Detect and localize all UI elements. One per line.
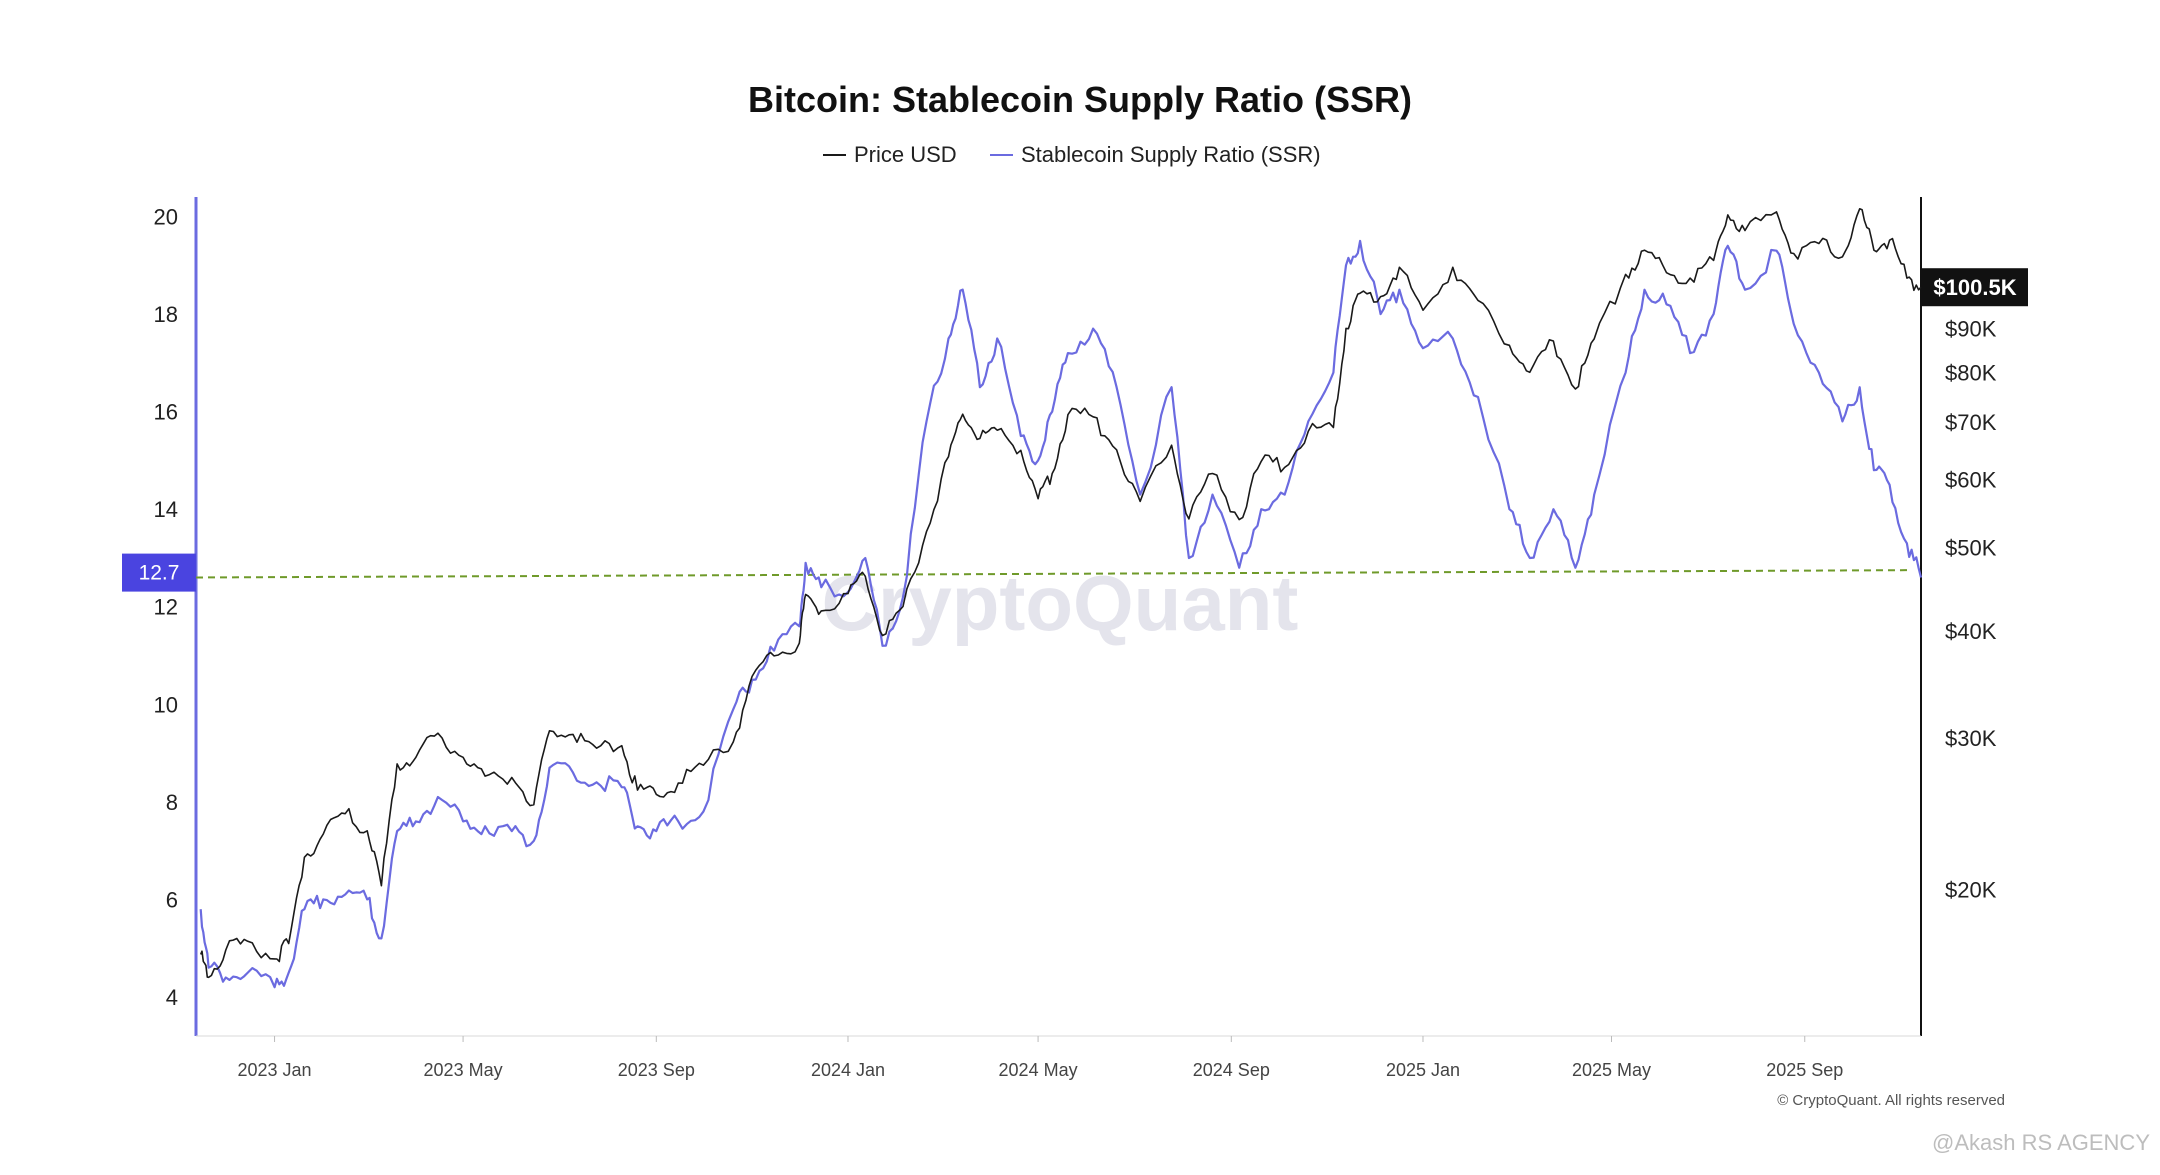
left-tick-label: 6 <box>166 887 178 912</box>
x-tick-label: 2023 Jan <box>238 1060 312 1080</box>
credit-text: @Akash RS AGENCY <box>1932 1130 2150 1155</box>
left-tick-label: 4 <box>166 985 178 1010</box>
chart-title: Bitcoin: Stablecoin Supply Ratio (SSR) <box>748 79 1412 120</box>
price-current-badge: $100.5K <box>1922 268 2028 307</box>
price-badge-value: $100.5K <box>1933 275 2016 300</box>
x-tick-label: 2023 May <box>424 1060 503 1080</box>
x-tick-label: 2025 May <box>1572 1060 1651 1080</box>
ssr-reference-line <box>195 569 1912 579</box>
x-tick-label: 2024 Jan <box>811 1060 885 1080</box>
left-tick-label: 18 <box>154 302 178 327</box>
right-tick-label: $30K <box>1945 726 1997 751</box>
legend-label-ssr: Stablecoin Supply Ratio (SSR) <box>1021 142 1321 167</box>
x-tick-label: 2024 Sep <box>1193 1060 1270 1080</box>
copyright-text: © CryptoQuant. All rights reserved <box>1777 1092 2005 1109</box>
x-tick-label: 2025 Jan <box>1386 1060 1460 1080</box>
legend: Price USD Stablecoin Supply Ratio (SSR) <box>823 142 1321 167</box>
right-tick-label: $50K <box>1945 536 1997 561</box>
left-tick-label: 14 <box>154 497 178 522</box>
left-tick-label: 20 <box>154 205 178 230</box>
legend-label-price: Price USD <box>854 142 957 167</box>
left-tick-label: 12 <box>154 595 178 620</box>
watermark-text: CryptoQuant <box>822 559 1299 647</box>
left-axis-ticks: 4 6 8 10 12 14 16 18 20 <box>154 205 178 1010</box>
left-tick-label: 10 <box>154 692 178 717</box>
right-tick-label: $60K <box>1945 468 1997 493</box>
series-line-price <box>199 208 1922 979</box>
x-axis-ticks: 2023 Jan 2023 May 2023 Sep 2024 Jan 2024 May… <box>238 1036 1843 1080</box>
left-tick-label: 16 <box>154 400 178 425</box>
right-tick-label: $70K <box>1945 410 1997 435</box>
right-axis-ticks: $20K $30K $40K $50K $60K $70K $80K $90K <box>1945 316 1997 902</box>
ssr-badge-value: 12.7 <box>139 562 180 585</box>
right-tick-label: $20K <box>1945 877 1997 902</box>
ssr-current-badge: 12.7 <box>122 553 196 592</box>
right-tick-label: $80K <box>1945 360 1997 385</box>
ssr-badge-background <box>122 553 196 592</box>
series-line-ssr <box>199 239 1923 989</box>
price-badge-background <box>1922 268 2028 307</box>
right-tick-label: $40K <box>1945 619 1997 644</box>
right-tick-label: $90K <box>1945 316 1997 341</box>
x-tick-label: 2025 Sep <box>1766 1060 1843 1080</box>
left-tick-label: 8 <box>166 790 178 815</box>
x-tick-label: 2023 Sep <box>618 1060 695 1080</box>
x-tick-label: 2024 May <box>999 1060 1078 1080</box>
